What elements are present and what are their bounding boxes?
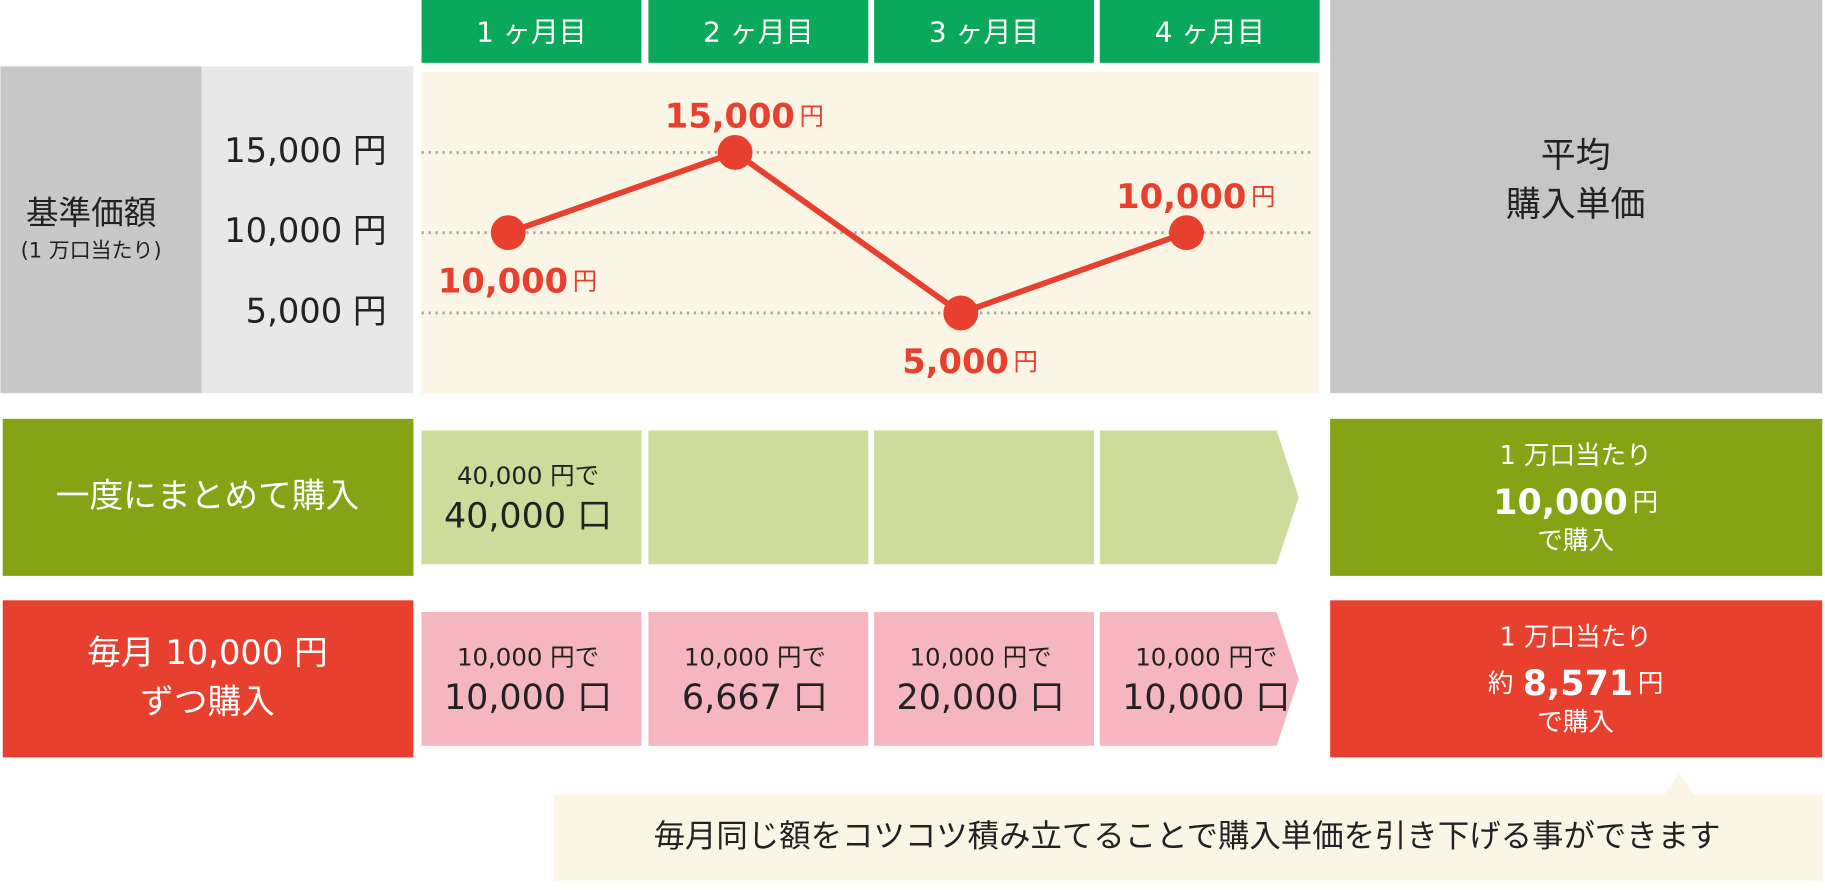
result-per: 1 万口当たり <box>1499 441 1651 471</box>
value-unit: 円 <box>800 102 824 131</box>
point <box>1169 215 1204 251</box>
value-number: 10,000 <box>1116 176 1246 215</box>
y-tick-label: 10,000 円 <box>224 211 386 250</box>
result-prefix: 約 <box>1488 669 1514 699</box>
cell-amount: 10,000 円で <box>684 642 826 671</box>
row-label: 一度にまとめて購入 <box>56 476 359 515</box>
cell-amount: 40,000 円で <box>457 461 599 490</box>
y-axis-label: 基準価額 <box>26 194 156 232</box>
cell-amount: 10,000 円で <box>910 642 1052 671</box>
note: 毎月同じ額をコツコツ積み立てることで購入単価を引き下げる事ができます <box>654 819 1721 855</box>
column-header: 1 ヶ月目 <box>476 16 586 49</box>
cell-arrow <box>1099 430 1299 565</box>
value-label: 15,000 円 <box>665 96 824 135</box>
result-unit: 円 <box>1638 669 1664 699</box>
cell-amount: 10,000 円で <box>1135 642 1277 671</box>
point <box>717 134 753 170</box>
value-label: 10,000 円 <box>1116 176 1275 215</box>
cell <box>421 430 642 565</box>
result-header: 購入単価 <box>1506 185 1646 225</box>
cell-units: 20,000 口 <box>897 678 1065 718</box>
cell-units: 40,000 口 <box>444 497 612 537</box>
value-number: 15,000 <box>665 96 795 135</box>
result-number: 10,000 <box>1493 483 1628 523</box>
result-header-panel <box>1330 0 1823 394</box>
column-header: 4 ヶ月目 <box>1155 16 1265 49</box>
y-tick-label: 15,000 円 <box>224 131 386 170</box>
axis-label-panel <box>0 66 202 394</box>
result-bg <box>1330 600 1823 758</box>
result-price: 10,000 円 <box>1493 483 1658 523</box>
value-number: 5,000 <box>902 341 1009 380</box>
row-label-bg <box>2 600 414 758</box>
result-per: 1 万口当たり <box>1499 623 1651 653</box>
tick-panel <box>201 66 414 394</box>
value-unit: 円 <box>1251 182 1275 211</box>
y-tick-label: 5,000 円 <box>246 291 387 330</box>
column-header-bg <box>421 0 642 63</box>
column-header: 3 ヶ月目 <box>929 16 1039 49</box>
cell-units: 6,667 口 <box>682 678 828 718</box>
cell <box>874 430 1094 565</box>
value-label: 5,000 円 <box>902 341 1038 380</box>
cell <box>648 430 869 565</box>
note-box <box>554 773 1823 881</box>
cell <box>421 611 642 746</box>
point <box>490 215 526 251</box>
point <box>943 295 979 331</box>
cell-units: 10,000 口 <box>444 678 612 718</box>
column-header-bg <box>874 0 1094 63</box>
result-bg <box>1330 418 1823 576</box>
column-header-bg <box>1099 0 1320 63</box>
result-header: 平均 <box>1541 136 1611 176</box>
cell <box>874 611 1094 746</box>
y-axis-sublabel: (1 万口当たり) <box>21 238 162 262</box>
row-label: ずつ購入 <box>140 682 275 721</box>
value-number: 10,000 <box>438 261 568 300</box>
line <box>507 149 1188 317</box>
column-header-bg <box>648 0 869 63</box>
value-label: 10,000 円 <box>438 261 597 300</box>
value-unit: 円 <box>573 267 597 296</box>
column-header: 2 ヶ月目 <box>703 16 813 49</box>
cell-units: 10,000 口 <box>1122 678 1290 718</box>
result-number: 8,571 <box>1523 664 1633 704</box>
result-price: 約 8,571 円 <box>1488 664 1663 704</box>
result-suffix: で購入 <box>1537 526 1614 556</box>
cell-arrow <box>1099 611 1299 746</box>
cell <box>648 611 869 746</box>
cell-amount: 10,000 円で <box>457 642 599 671</box>
row-label-bg <box>2 418 414 576</box>
row-label: 毎月 10,000 円 <box>87 633 328 672</box>
value-unit: 円 <box>1014 347 1038 376</box>
result-suffix: で購入 <box>1537 708 1614 738</box>
result-unit: 円 <box>1632 488 1658 518</box>
